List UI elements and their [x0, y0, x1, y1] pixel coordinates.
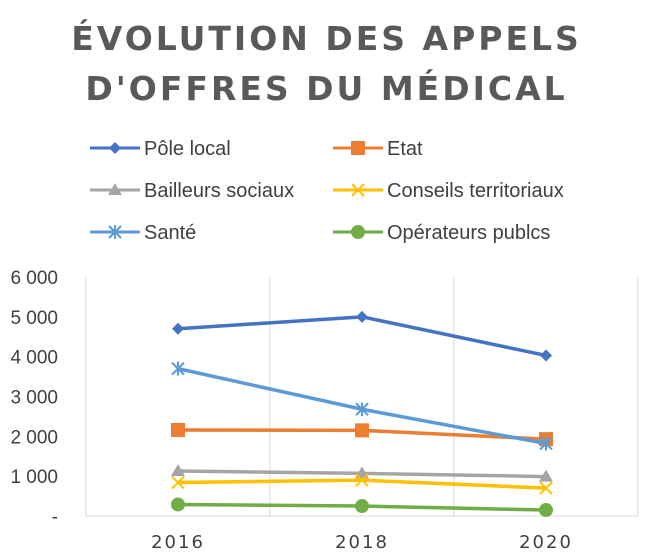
data-point — [171, 361, 185, 376]
plot-area — [171, 310, 553, 518]
x-tick-label: 2020 — [519, 532, 573, 553]
legend-marker-x-icon — [351, 183, 365, 197]
y-tick-label: 1 000 — [10, 467, 58, 488]
data-point — [355, 402, 369, 417]
legend-item-sante: Santé — [90, 222, 196, 244]
legend-item-bailleurs-sociaux: Bailleurs sociaux — [90, 180, 294, 202]
y-tick-label: 6 000 — [10, 268, 58, 289]
series-conseils-territoriaux — [171, 473, 553, 495]
y-tick-label: 3 000 — [10, 388, 58, 409]
legend-marker-triangle-icon — [108, 183, 122, 195]
data-point — [171, 422, 185, 437]
data-point — [355, 473, 369, 487]
data-point — [539, 469, 553, 482]
data-point — [171, 463, 185, 476]
x-axis: 2016 2018 2020 — [151, 532, 573, 553]
legend-item-pole-local: Pôle local — [90, 138, 231, 160]
data-point — [171, 497, 185, 512]
data-point — [540, 349, 552, 362]
data-point — [539, 481, 553, 495]
legend-label: Opérateurs publcs — [387, 222, 550, 244]
data-point — [355, 499, 369, 514]
legend-label: Santé — [144, 222, 196, 244]
legend-marker-star-icon — [108, 225, 122, 239]
chart-legend: Pôle local Etat Bailleurs sociaux Conseils … — [90, 138, 564, 244]
legend-label: Etat — [387, 138, 423, 160]
data-point — [171, 475, 185, 490]
x-tick-label: 2018 — [335, 532, 389, 553]
series-pole-local — [172, 310, 552, 362]
chart-title: ÉVOLUTION DES APPELS D'OFFRES DU MÉDICAL — [0, 14, 653, 114]
y-tick-label: 5 000 — [10, 308, 58, 329]
legend-label: Bailleurs sociaux — [144, 180, 294, 202]
legend-label: Conseils territoriaux — [387, 180, 564, 202]
legend-marker-diamond-icon — [109, 142, 121, 154]
data-point — [539, 503, 553, 518]
y-axis: - 1 000 2 000 3 000 4 000 5 000 6 000 — [10, 268, 58, 528]
series-operateurs-publcs — [171, 497, 553, 518]
data-point — [172, 322, 184, 335]
data-point — [539, 436, 553, 451]
chart-title-line-2: D'OFFRES DU MÉDICAL — [85, 69, 568, 108]
legend-marker-circle-icon — [351, 225, 365, 239]
y-tick-label: 2 000 — [10, 427, 58, 448]
legend-item-etat: Etat — [333, 138, 423, 160]
y-tick-label: 4 000 — [10, 348, 58, 369]
legend-label: Pôle local — [144, 138, 231, 160]
data-point — [356, 310, 368, 323]
data-point — [355, 423, 369, 438]
legend-marker-square-icon — [351, 141, 365, 155]
series-sante — [171, 361, 553, 451]
legend-item-conseils-territoriaux: Conseils territoriaux — [333, 180, 564, 202]
y-tick-label: - — [52, 507, 58, 528]
legend-item-operateurs-publcs: Opérateurs publcs — [333, 222, 550, 244]
chart-title-line-1: ÉVOLUTION DES APPELS — [71, 19, 582, 58]
x-tick-label: 2016 — [151, 532, 205, 553]
